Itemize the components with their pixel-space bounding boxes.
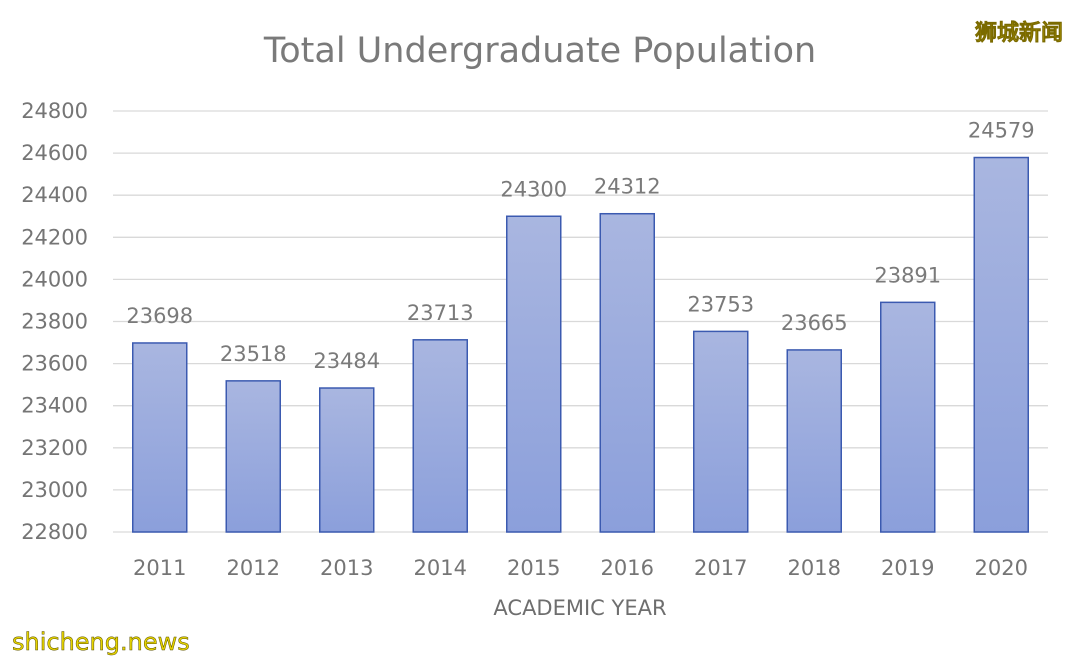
x-tick-label: 2019 [881, 556, 934, 580]
y-tick-label: 23200 [21, 436, 88, 460]
watermark-chinese: 狮城新闻 [975, 20, 1063, 46]
y-axis-tick-labels: 22800 23000 23200 23400 23600 23800 24000 24200… [21, 99, 88, 544]
y-tick-label: 24400 [21, 183, 88, 207]
data-label: 23484 [313, 349, 380, 373]
x-tick-label: 2014 [414, 556, 467, 580]
x-axis-title: ACADEMIC YEAR [493, 596, 666, 620]
bar-2017 [693, 330, 749, 533]
data-label: 24300 [500, 177, 567, 201]
y-tick-label: 23600 [21, 352, 88, 376]
watermark-url: shicheng.news [12, 628, 190, 656]
bar-2020 [973, 156, 1029, 533]
x-tick-label: 2018 [788, 556, 841, 580]
x-tick-label: 2013 [320, 556, 373, 580]
bar-2013 [319, 387, 375, 533]
data-label: 23698 [126, 304, 193, 328]
x-tick-label: 2012 [227, 556, 280, 580]
bar-2012 [225, 380, 281, 533]
bar-2019 [880, 301, 936, 533]
data-label: 24312 [594, 175, 661, 199]
data-label: 23665 [781, 311, 848, 335]
y-tick-label: 23800 [21, 310, 88, 334]
y-tick-label: 23400 [21, 394, 88, 418]
bar-2016 [599, 212, 655, 533]
y-tick-label: 24600 [21, 141, 88, 165]
y-tick-label: 24000 [21, 267, 88, 291]
x-tick-label: 2011 [133, 556, 186, 580]
data-label: 23753 [687, 292, 754, 316]
x-axis-tick-labels: 2011 2012 2013 2014 2015 2016 2017 2018 2019 2020 [133, 556, 1028, 580]
y-tick-label: 24800 [21, 99, 88, 123]
data-label: 23891 [874, 263, 941, 287]
chart-title: Total Undergraduate Population [263, 31, 816, 71]
x-tick-label: 2017 [694, 556, 747, 580]
bar-2015 [506, 215, 562, 533]
x-tick-label: 2020 [975, 556, 1028, 580]
y-tick-label: 22800 [21, 520, 88, 544]
bar-2011 [132, 342, 188, 533]
y-tick-label: 24200 [21, 225, 88, 249]
bar-2014 [412, 339, 468, 533]
y-tick-label: 23000 [21, 478, 88, 502]
data-label: 23713 [407, 301, 474, 325]
x-tick-label: 2015 [507, 556, 560, 580]
bar-2018 [786, 349, 842, 533]
data-label: 23518 [220, 342, 287, 366]
bars [132, 156, 1029, 533]
x-tick-label: 2016 [601, 556, 654, 580]
data-labels: 23698 23518 23484 23713 24300 24312 23753 23665… [126, 119, 1034, 373]
data-label: 24579 [968, 119, 1035, 143]
